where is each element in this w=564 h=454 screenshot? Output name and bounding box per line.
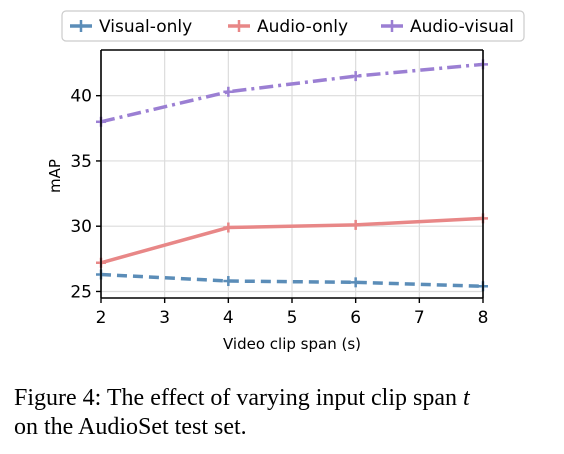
y-tick-label: 30 — [70, 217, 92, 237]
legend-box — [61, 10, 525, 42]
caption-prefix: Figure 4: The effect of varying input cl… — [14, 385, 464, 411]
data-point — [223, 276, 234, 287]
y-axis-label: mAP — [46, 159, 64, 193]
y-tick-label: 35 — [70, 152, 92, 172]
figure-caption: Figure 4: The effect of varying input cl… — [14, 384, 559, 442]
data-point — [350, 219, 361, 230]
data-point — [223, 222, 234, 233]
grid — [100, 50, 484, 298]
caption-suffix: on the AudioSet test set. — [14, 414, 247, 440]
data-point — [350, 71, 361, 82]
data-point — [223, 86, 234, 97]
series-line-audio-visual — [100, 62, 484, 124]
legend-entry: Audio-visual — [381, 17, 514, 37]
x-tick-label: 4 — [223, 308, 234, 328]
y-tick-label: 40 — [70, 87, 92, 107]
tick-labels: 2 3 4 5 6 7 8 25 30 35 40 — [70, 87, 488, 328]
y-tick-label: 25 — [70, 282, 92, 302]
x-tick-label: 2 — [96, 308, 107, 328]
x-tick-label: 7 — [414, 308, 425, 328]
data-point — [350, 277, 361, 288]
legend-label: Audio-only — [257, 17, 348, 37]
legend-entry: Visual-only — [70, 17, 192, 37]
x-tick-label: 3 — [159, 308, 170, 328]
caption-variable: t — [463, 385, 470, 411]
x-tick-label: 5 — [287, 308, 298, 328]
series-line-audio-only — [100, 216, 484, 265]
legend-label: Visual-only — [99, 17, 192, 37]
legend: Visual-only Audio-only Audio-visual — [61, 10, 525, 42]
x-axis-label: Video clip span (s) — [223, 335, 361, 353]
x-tick-label: 6 — [350, 308, 361, 328]
legend-label: Audio-visual — [410, 17, 514, 37]
x-tick-label: 8 — [478, 308, 489, 328]
legend-entry: Audio-only — [228, 17, 348, 37]
